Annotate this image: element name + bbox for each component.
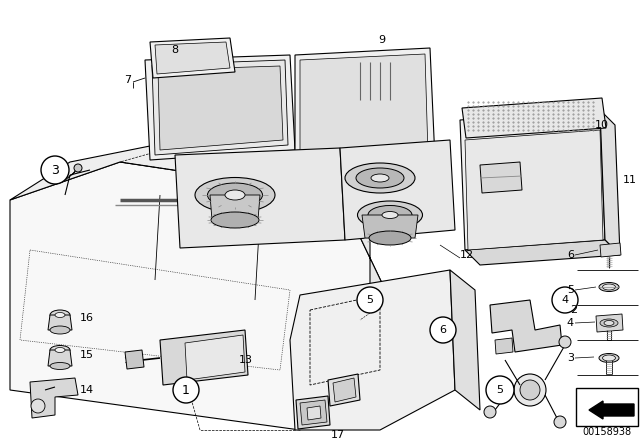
- Polygon shape: [480, 162, 522, 193]
- Circle shape: [173, 377, 199, 403]
- Polygon shape: [48, 350, 72, 366]
- Ellipse shape: [600, 319, 618, 327]
- Text: 10: 10: [595, 120, 609, 130]
- Polygon shape: [10, 128, 370, 200]
- Text: 5: 5: [367, 295, 374, 305]
- Polygon shape: [125, 350, 144, 369]
- Ellipse shape: [225, 190, 245, 200]
- Text: 5: 5: [497, 385, 504, 395]
- Ellipse shape: [195, 177, 275, 212]
- Polygon shape: [465, 130, 603, 250]
- Ellipse shape: [604, 320, 614, 326]
- Circle shape: [552, 287, 578, 313]
- Circle shape: [430, 317, 456, 343]
- Ellipse shape: [599, 353, 619, 362]
- Polygon shape: [290, 270, 455, 430]
- Polygon shape: [210, 195, 260, 220]
- Polygon shape: [48, 315, 72, 330]
- Polygon shape: [296, 396, 330, 429]
- Text: 8: 8: [172, 45, 179, 55]
- Circle shape: [486, 376, 514, 404]
- Text: 6: 6: [440, 325, 447, 335]
- Ellipse shape: [50, 310, 70, 320]
- Polygon shape: [30, 378, 78, 418]
- Ellipse shape: [345, 163, 415, 193]
- Polygon shape: [300, 54, 428, 160]
- Ellipse shape: [211, 212, 259, 228]
- Text: 3: 3: [51, 164, 59, 177]
- Polygon shape: [600, 110, 620, 255]
- Ellipse shape: [356, 168, 404, 188]
- Text: 13: 13: [239, 355, 253, 365]
- Circle shape: [554, 416, 566, 428]
- Polygon shape: [600, 243, 621, 257]
- Circle shape: [514, 374, 546, 406]
- Ellipse shape: [50, 326, 70, 334]
- Ellipse shape: [50, 362, 70, 370]
- Polygon shape: [300, 400, 327, 425]
- Text: 2: 2: [570, 305, 577, 315]
- Circle shape: [31, 399, 45, 413]
- Text: 00158938: 00158938: [582, 427, 632, 437]
- Polygon shape: [160, 330, 248, 385]
- Polygon shape: [145, 55, 295, 160]
- Text: 3: 3: [567, 353, 574, 363]
- Ellipse shape: [599, 283, 619, 292]
- Ellipse shape: [55, 348, 65, 353]
- Text: 17: 17: [331, 430, 345, 440]
- Text: 6: 6: [567, 250, 574, 260]
- Polygon shape: [465, 240, 620, 265]
- Polygon shape: [150, 38, 235, 78]
- Text: 11: 11: [623, 175, 637, 185]
- Text: 16: 16: [80, 313, 94, 323]
- Text: 4: 4: [561, 295, 568, 305]
- Polygon shape: [155, 42, 230, 74]
- Bar: [576, 388, 638, 426]
- Ellipse shape: [358, 201, 422, 229]
- Ellipse shape: [50, 345, 70, 354]
- Text: 14: 14: [80, 385, 94, 395]
- Text: 1: 1: [182, 383, 190, 396]
- Polygon shape: [295, 48, 435, 165]
- Polygon shape: [152, 60, 288, 155]
- Text: 5: 5: [567, 285, 574, 295]
- Polygon shape: [328, 374, 360, 406]
- Ellipse shape: [382, 211, 398, 219]
- Polygon shape: [10, 162, 390, 430]
- Circle shape: [74, 164, 82, 172]
- Text: 9: 9: [378, 35, 385, 45]
- Ellipse shape: [602, 355, 616, 361]
- Polygon shape: [450, 270, 480, 410]
- Ellipse shape: [602, 284, 616, 290]
- Text: 7: 7: [124, 75, 131, 85]
- Ellipse shape: [368, 206, 412, 224]
- Ellipse shape: [371, 174, 389, 182]
- Text: 12: 12: [460, 250, 474, 260]
- Polygon shape: [175, 148, 345, 248]
- Polygon shape: [490, 300, 562, 352]
- Text: 4: 4: [567, 318, 574, 328]
- Ellipse shape: [55, 313, 65, 318]
- Ellipse shape: [369, 231, 411, 245]
- Polygon shape: [333, 378, 356, 402]
- Text: 15: 15: [80, 350, 94, 360]
- Polygon shape: [307, 406, 321, 420]
- Polygon shape: [340, 170, 390, 315]
- Polygon shape: [340, 140, 455, 240]
- Circle shape: [520, 380, 540, 400]
- Circle shape: [559, 336, 571, 348]
- Ellipse shape: [207, 183, 262, 207]
- Circle shape: [484, 406, 496, 418]
- Polygon shape: [495, 338, 513, 354]
- Polygon shape: [462, 98, 606, 138]
- Polygon shape: [460, 110, 605, 250]
- Polygon shape: [362, 215, 418, 238]
- Polygon shape: [596, 314, 623, 332]
- Polygon shape: [185, 335, 245, 380]
- Circle shape: [357, 287, 383, 313]
- Circle shape: [41, 156, 69, 184]
- FancyArrow shape: [589, 401, 634, 419]
- Polygon shape: [158, 66, 283, 150]
